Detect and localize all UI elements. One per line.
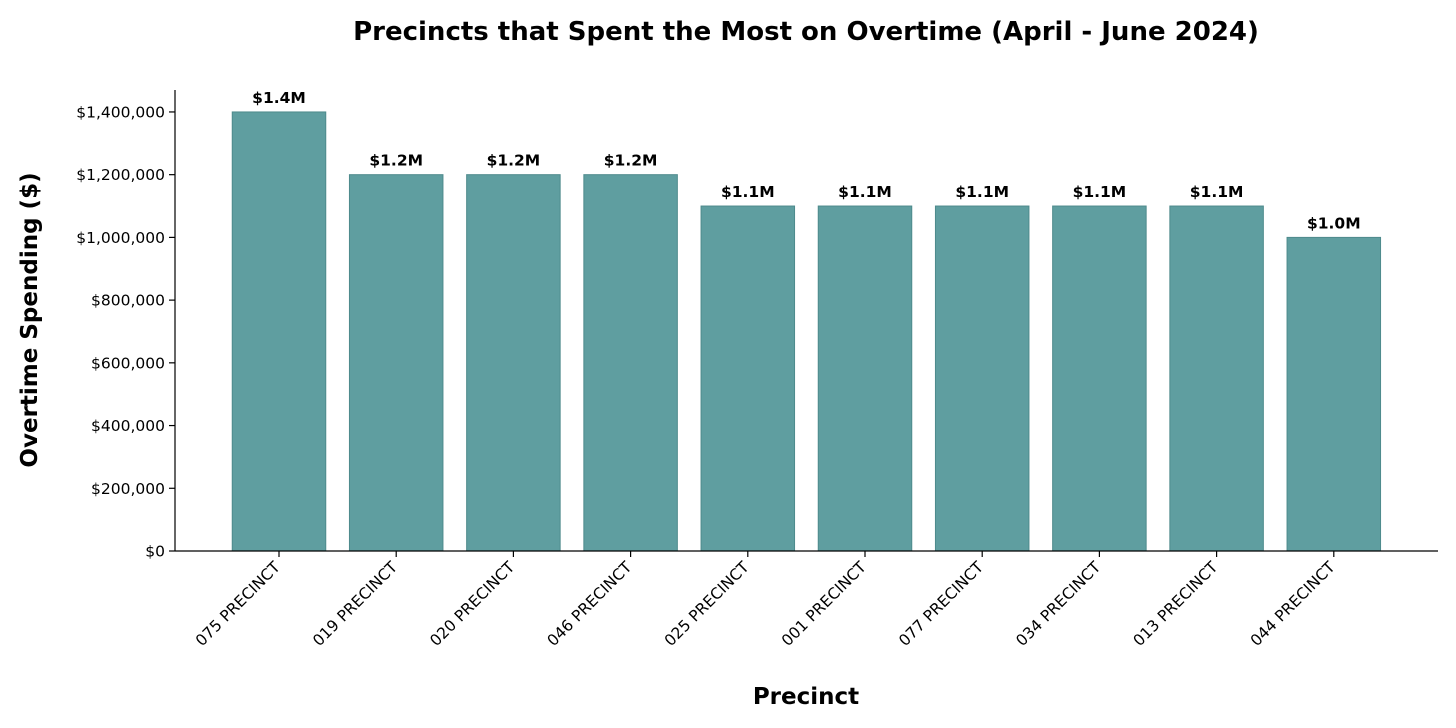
y-tick-label: $1,000,000 <box>76 229 165 247</box>
x-tick-label-019-precinct: 019 PRECINCT <box>309 558 401 650</box>
bar-044-precinct <box>1286 236 1382 552</box>
y-tick-label: $1,400,000 <box>76 103 165 121</box>
x-axis-title: Precinct <box>753 684 859 710</box>
y-tick-label: $200,000 <box>91 480 165 498</box>
bar-001-precinct <box>817 205 913 552</box>
data-label-077-precinct: $1.1M <box>955 183 1009 201</box>
x-tick-label-013-precinct: 013 PRECINCT <box>1130 558 1222 650</box>
y-tick-label: $600,000 <box>91 354 165 372</box>
data-label-020-precinct: $1.2M <box>487 152 541 170</box>
bar-019-precinct <box>348 174 444 552</box>
bar-034-precinct <box>1052 205 1147 552</box>
data-label-034-precinct: $1.1M <box>1073 183 1127 201</box>
x-tick-label-046-precinct: 046 PRECINCT <box>544 558 636 650</box>
data-label-019-precinct: $1.2M <box>369 152 423 170</box>
bar-077-precinct <box>934 205 1030 552</box>
data-label-046-precinct: $1.2M <box>604 152 658 170</box>
data-label-025-precinct: $1.1M <box>721 183 775 201</box>
data-label-001-precinct: $1.1M <box>838 183 892 201</box>
bar-046-precinct <box>583 174 678 552</box>
x-tick-label-020-precinct: 020 PRECINCT <box>427 558 519 650</box>
data-label-013-precinct: $1.1M <box>1190 183 1244 201</box>
x-axis-ticks: 075 PRECINCT 019 PRECINCT 020 PRECINCT 046 … <box>192 551 1339 650</box>
x-tick-label-034-precinct: 034 PRECINCT <box>1013 558 1105 650</box>
bar-013-precinct <box>1169 205 1264 552</box>
x-tick-label-075-precinct: 075 PRECINCT <box>192 558 284 650</box>
y-axis-title: Overtime Spending ($) <box>17 172 43 467</box>
y-axis-ticks: $0 $200,000 $400,000 $600,000 $800,000 $1,000… <box>76 103 175 561</box>
x-tick-label-044-precinct: 044 PRECINCT <box>1247 558 1339 650</box>
bar-075-precinct <box>231 111 327 552</box>
data-label-075-precinct: $1.4M <box>252 89 306 107</box>
y-tick-label: $1,200,000 <box>76 166 165 184</box>
data-labels-group: $1.4M $1.2M $1.2M $1.2M $1.1M $1.1M $1.1M $1.1M… <box>252 89 1360 232</box>
x-tick-label-025-precinct: 025 PRECINCT <box>661 558 753 650</box>
x-tick-label-001-precinct: 001 PRECINCT <box>778 558 870 650</box>
x-tick-label-077-precinct: 077 PRECINCT <box>895 558 987 650</box>
bars-group <box>231 111 1382 552</box>
bar-020-precinct <box>466 174 561 552</box>
y-tick-label: $400,000 <box>91 417 165 435</box>
chart-title: Precincts that Spent the Most on Overtim… <box>353 17 1259 47</box>
data-label-044-precinct: $1.0M <box>1307 214 1361 232</box>
y-tick-label: $800,000 <box>91 292 165 310</box>
y-tick-label: $0 <box>145 543 165 561</box>
bar-025-precinct <box>700 205 796 552</box>
